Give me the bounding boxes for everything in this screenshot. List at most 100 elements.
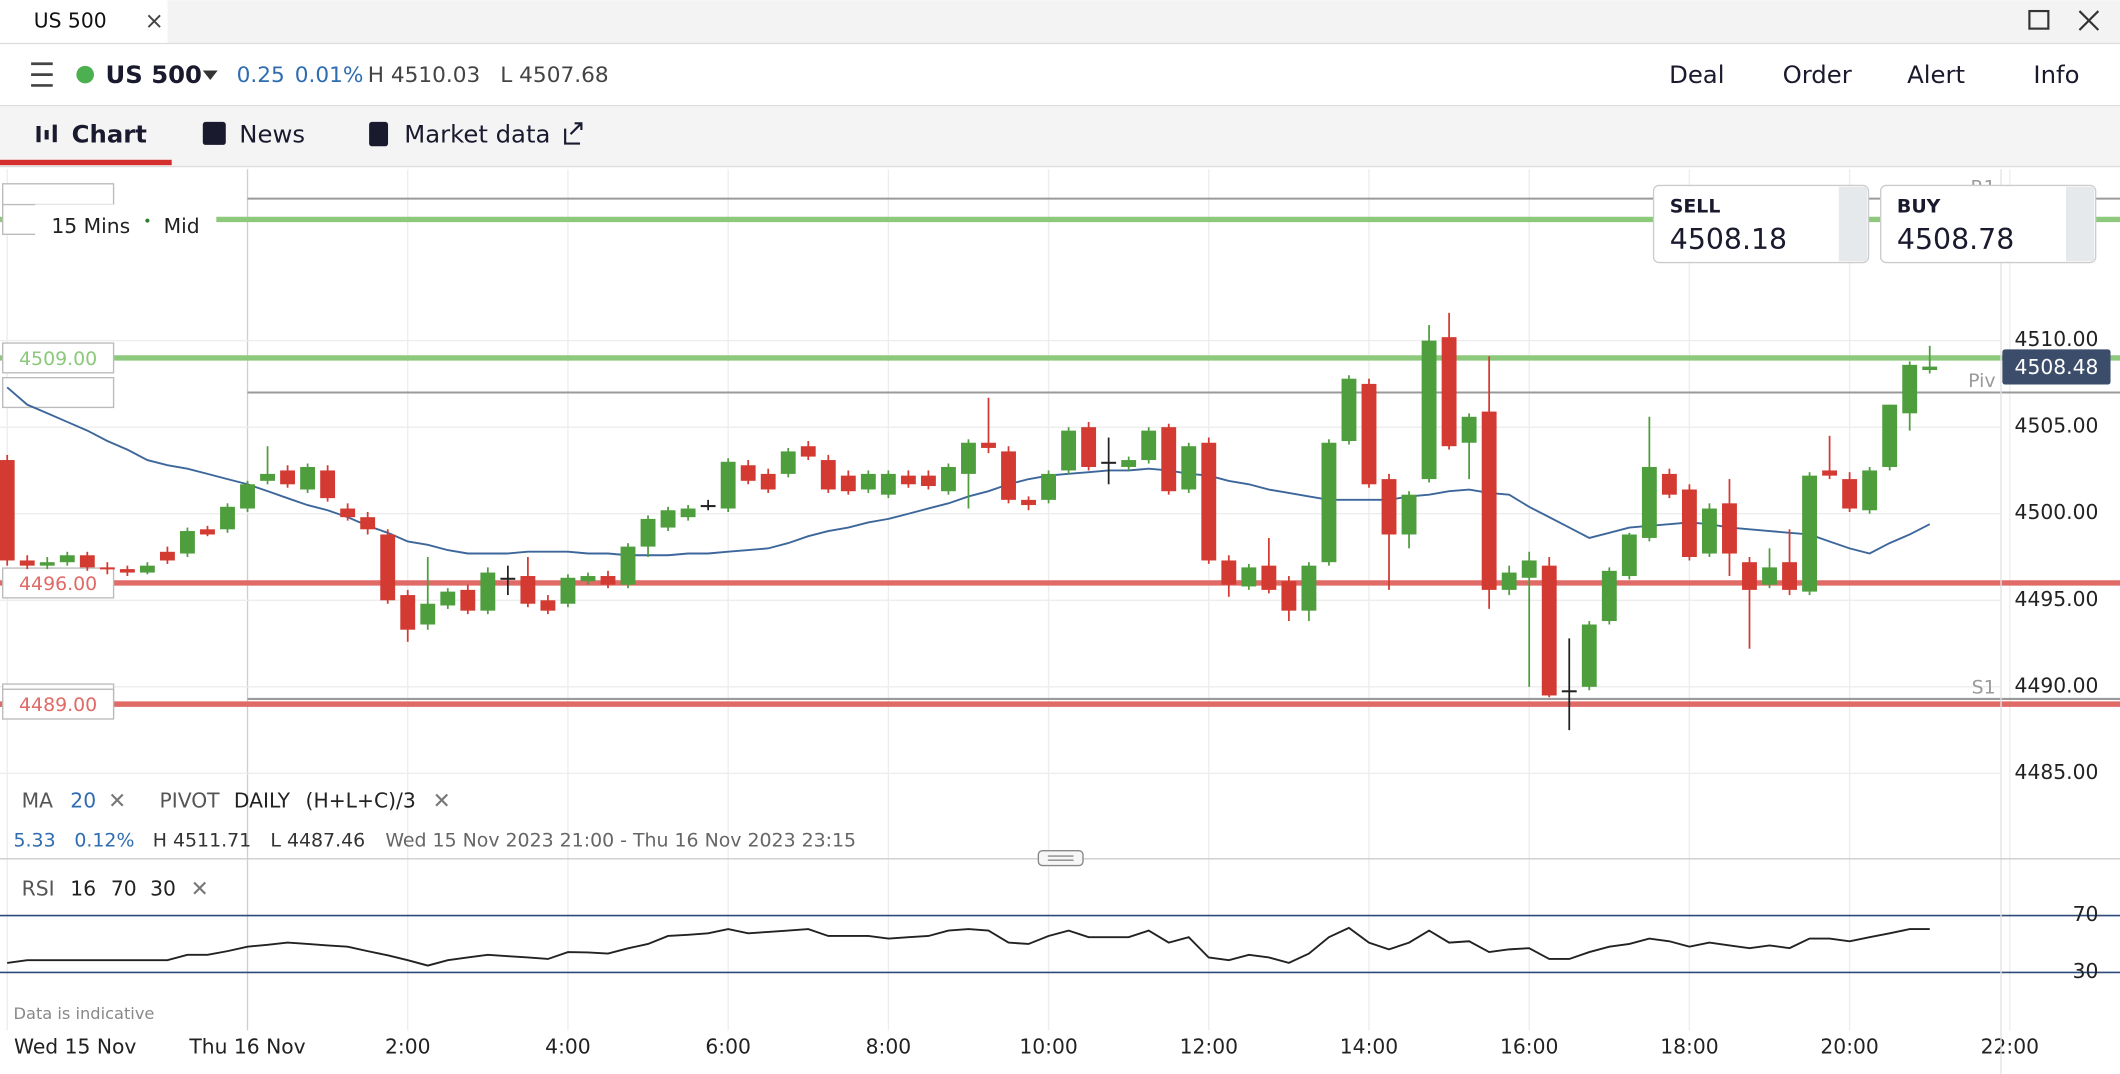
candle-body <box>99 567 115 570</box>
candle-body <box>1601 570 1617 622</box>
candle-body <box>340 508 356 518</box>
candle-body <box>380 534 396 601</box>
candle-body <box>1201 442 1217 561</box>
menu-icon[interactable] <box>31 62 53 87</box>
symbol[interactable]: US 500 <box>105 60 202 89</box>
candle-body <box>1641 466 1657 538</box>
news-tab[interactable]: News <box>239 119 305 148</box>
candle-body <box>1261 565 1277 590</box>
order-button[interactable]: Order <box>1783 60 1852 89</box>
candle-body <box>1862 470 1878 511</box>
summary-change: 5.33 <box>14 830 56 852</box>
candle-body <box>159 551 175 561</box>
window-tab[interactable] <box>0 0 168 44</box>
candle-body <box>59 555 75 563</box>
candle-body <box>800 446 816 457</box>
candle-body <box>1822 470 1838 476</box>
resize-handle[interactable] <box>1037 849 1084 867</box>
x-tick-label: 18:00 <box>1660 1035 1718 1059</box>
candle-body <box>1181 446 1197 490</box>
chart-tab[interactable]: Chart <box>72 119 148 148</box>
deal-button[interactable]: Deal <box>1669 60 1724 89</box>
candle-body <box>1762 567 1777 585</box>
close-window[interactable] <box>2078 10 2100 31</box>
candle-body <box>1501 572 1517 590</box>
buy-button[interactable] <box>1880 184 2097 264</box>
window-tab-label: US 500 <box>34 8 107 32</box>
candle-body <box>1541 565 1557 696</box>
candle-body <box>1661 473 1677 495</box>
candle-body <box>420 603 436 625</box>
remove-rsi[interactable]: ✕ <box>191 877 209 902</box>
level-label-box <box>2 342 115 374</box>
candle-body <box>1782 562 1797 590</box>
symbol-dropdown[interactable] <box>202 70 218 81</box>
info-button[interactable]: Info <box>2033 60 2079 89</box>
candle-body <box>520 576 536 604</box>
level-label-box <box>2 567 115 599</box>
level-label: 4509.00 <box>19 348 97 370</box>
pivot-name: PIVOT <box>160 789 221 813</box>
pivot-formula[interactable]: (H+L+C)/3 <box>306 789 416 813</box>
sell-price: 4508.18 <box>1670 223 1787 256</box>
close-tab[interactable]: × <box>145 8 164 34</box>
rsi-tick-label: 30 <box>2073 959 2099 983</box>
candle-body <box>941 466 956 492</box>
remove-pivot[interactable]: ✕ <box>433 789 451 814</box>
level-label: 4489.00 <box>19 694 97 716</box>
x-tick-label: Wed 15 Nov <box>14 1035 136 1059</box>
rsi-tick-label: 70 <box>2073 902 2099 926</box>
market-data-icon <box>369 121 389 147</box>
x-tick-label: 16:00 <box>1500 1035 1558 1059</box>
disclaimer: Data is indicative <box>14 1004 155 1023</box>
candle-body <box>1221 560 1237 585</box>
candle-body <box>500 577 516 580</box>
interval-box[interactable] <box>35 204 217 248</box>
x-tick-label: 6:00 <box>705 1035 751 1059</box>
alert-button[interactable]: Alert <box>1907 60 1965 89</box>
candle-body <box>39 562 55 566</box>
candle-body <box>1702 508 1717 554</box>
change: 0.25 <box>237 63 285 88</box>
maximize-button[interactable] <box>2028 9 2050 30</box>
ma-period[interactable]: 20 <box>70 789 96 813</box>
level-label-box <box>2 688 115 720</box>
sell-label: SELL <box>1670 196 1721 218</box>
x-tick-label: 4:00 <box>545 1035 591 1059</box>
title-bar <box>0 0 2120 44</box>
price-type[interactable]: Mid <box>164 214 200 238</box>
plot-area: Wed 15 Nov Thu 16 Nov 2:00 4:00 6:00 8:00 10:0… <box>0 169 2120 1074</box>
candle-body <box>119 569 135 573</box>
candle-body <box>860 473 876 490</box>
candle-body <box>360 517 376 530</box>
remove-ma[interactable]: ✕ <box>108 789 126 814</box>
candle-body <box>1141 430 1157 461</box>
rsi-period[interactable]: 16 <box>70 876 96 900</box>
candle-body <box>840 475 856 492</box>
candle-body <box>820 460 836 490</box>
candle-body <box>1742 562 1757 590</box>
candle-body <box>1281 581 1297 611</box>
buy-strip <box>2065 186 2095 262</box>
pivot-label: Piv <box>1968 370 1995 392</box>
candle-body <box>680 508 696 518</box>
market-data-tab[interactable]: Market data <box>404 119 550 148</box>
rsi-upper[interactable]: 70 <box>111 876 137 900</box>
candle-body <box>440 591 456 606</box>
rsi-name: RSI <box>22 876 55 900</box>
candle-body <box>1621 534 1637 577</box>
sell-button[interactable] <box>1652 184 1870 264</box>
rsi-lower[interactable]: 30 <box>150 876 176 900</box>
candle-body <box>1061 430 1077 471</box>
candle-body <box>1121 460 1137 467</box>
candle-body <box>1381 479 1397 535</box>
last-price-box <box>2002 349 2111 385</box>
candle-body <box>600 576 616 585</box>
pivot-period[interactable]: DAILY <box>234 789 291 813</box>
candle-body <box>1161 427 1177 492</box>
interval[interactable]: 15 Mins <box>51 214 130 238</box>
candle-body <box>920 475 936 487</box>
y-tick-label: 4505.00 <box>2015 414 2099 438</box>
level-label-box <box>2 376 115 409</box>
